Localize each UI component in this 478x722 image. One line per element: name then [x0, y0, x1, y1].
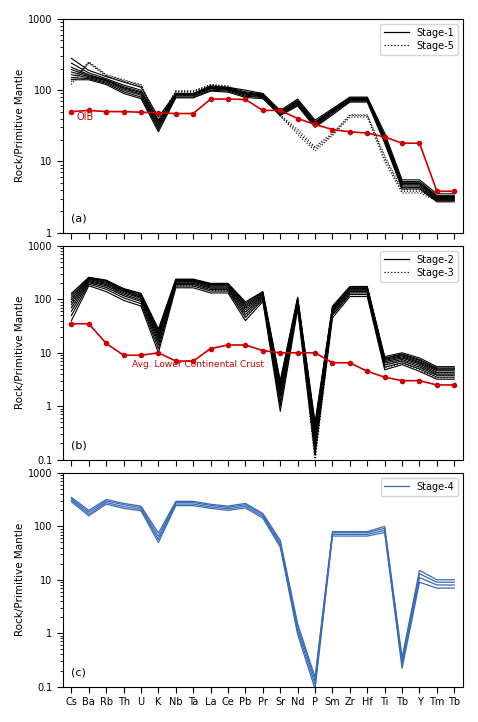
- Text: (c): (c): [71, 668, 86, 678]
- Text: OIB: OIB: [76, 112, 94, 122]
- Legend: Stage-1, Stage-5: Stage-1, Stage-5: [380, 24, 458, 55]
- Y-axis label: Rock/Primitive Mantle: Rock/Primitive Mantle: [15, 523, 25, 636]
- Text: (a): (a): [71, 214, 87, 224]
- Legend: Stage-2, Stage-3: Stage-2, Stage-3: [380, 251, 458, 282]
- Y-axis label: Rock/Primitive Mantle: Rock/Primitive Mantle: [15, 69, 25, 183]
- Y-axis label: Rock/Primitive Mantle: Rock/Primitive Mantle: [15, 296, 25, 409]
- Text: (b): (b): [71, 441, 87, 451]
- Legend: Stage-4: Stage-4: [380, 478, 458, 496]
- Text: Avg. Lower Continental Crust: Avg. Lower Continental Crust: [132, 360, 264, 369]
